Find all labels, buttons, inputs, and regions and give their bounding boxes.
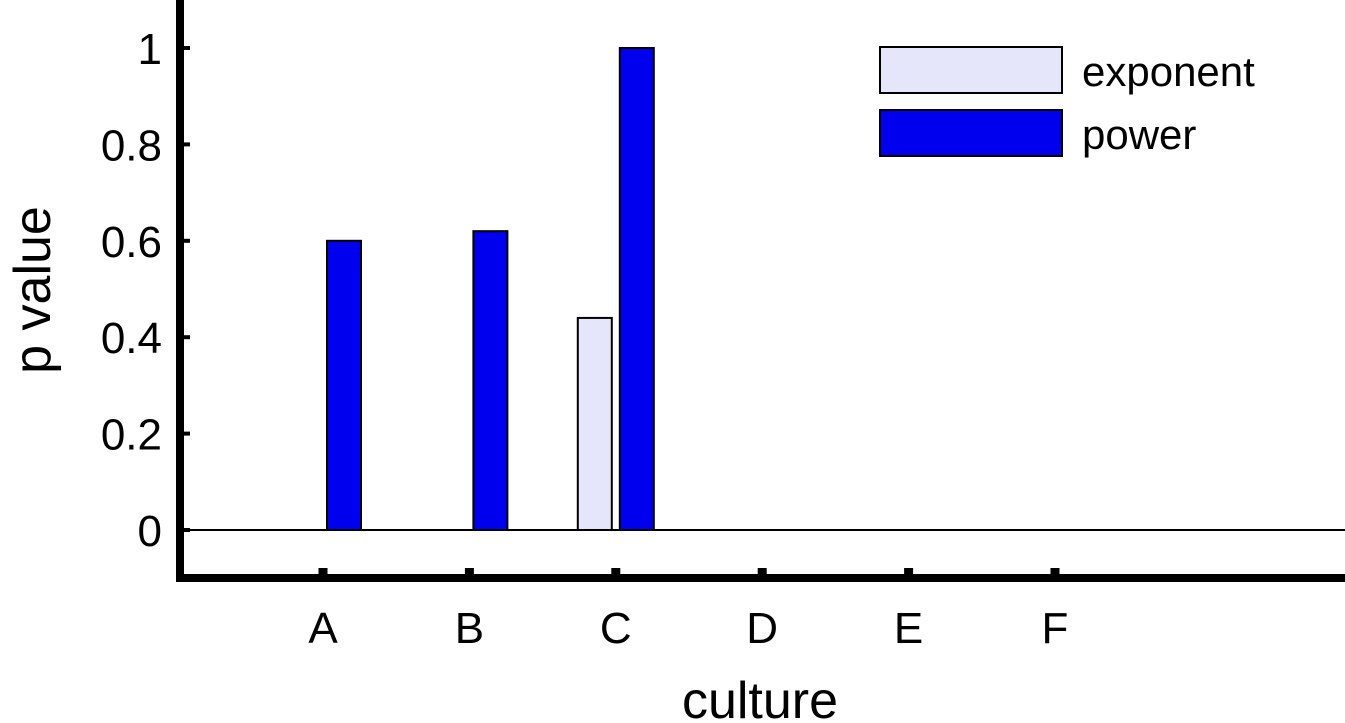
x-tick-label: B	[455, 604, 484, 653]
y-ticks: 0 0.2 0.4 0.6 0.8 1	[101, 25, 190, 556]
x-tick-label: F	[1042, 604, 1069, 653]
x-tick-label: C	[600, 604, 632, 653]
legend-swatch-exponent	[879, 46, 1063, 94]
y-tick-label: 1	[138, 25, 162, 74]
x-tick-label: E	[894, 604, 923, 653]
y-tick-label: 0.8	[101, 121, 162, 170]
bar-power-C	[618, 47, 655, 531]
bar-exponent-C	[576, 316, 613, 532]
bar-power-A	[326, 239, 362, 532]
x-ticks: A B C D E F	[308, 568, 1068, 653]
y-tick-label: 0.2	[101, 411, 162, 460]
legend-swatch-power	[879, 109, 1063, 157]
legend-label-power: power	[1082, 111, 1196, 158]
bar-power-B	[472, 230, 509, 531]
legend-label-exponent: exponent	[1082, 48, 1255, 95]
y-tick-label: 0	[138, 507, 162, 556]
x-tick-label: D	[746, 604, 778, 653]
y-axis-title: p value	[4, 206, 62, 374]
bars	[326, 47, 655, 532]
x-axis-title: culture	[682, 672, 838, 723]
y-tick-label: 0.4	[101, 314, 162, 363]
x-tick-label: A	[308, 604, 338, 653]
legend: exponent power	[879, 46, 1255, 158]
y-tick-label: 0.6	[101, 218, 162, 267]
